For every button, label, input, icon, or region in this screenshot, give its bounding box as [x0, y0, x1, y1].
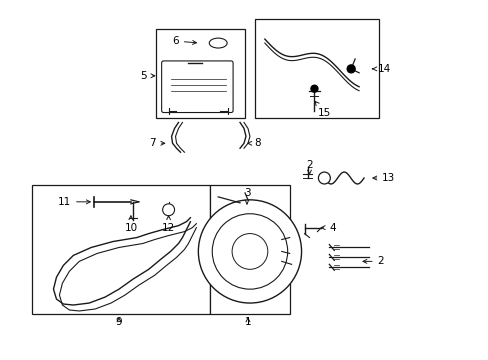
Text: 14: 14 [372, 64, 391, 74]
Text: 6: 6 [172, 36, 196, 46]
FancyBboxPatch shape [162, 61, 233, 113]
Bar [210, 185, 289, 314]
Text: 7: 7 [149, 138, 164, 148]
Text: 5: 5 [140, 71, 155, 81]
Text: 13: 13 [372, 173, 395, 183]
Circle shape [232, 234, 267, 269]
Text: 2: 2 [305, 160, 312, 174]
Circle shape [310, 85, 317, 92]
Bar [254, 19, 378, 118]
Bar [155, 29, 244, 118]
Text: 10: 10 [124, 216, 137, 233]
Text: 11: 11 [58, 197, 90, 207]
Text: 1: 1 [244, 317, 251, 327]
Text: 4: 4 [321, 222, 335, 233]
Text: 9: 9 [116, 317, 122, 327]
Circle shape [346, 65, 354, 73]
Circle shape [163, 204, 174, 216]
Bar [32, 185, 210, 314]
Text: 3: 3 [243, 188, 250, 204]
Text: 8: 8 [247, 138, 261, 148]
Ellipse shape [209, 38, 226, 48]
Circle shape [318, 172, 330, 184]
Circle shape [198, 200, 301, 303]
Text: 15: 15 [314, 102, 330, 117]
Text: 12: 12 [162, 216, 175, 233]
Text: 2: 2 [362, 256, 384, 266]
Circle shape [212, 214, 287, 289]
